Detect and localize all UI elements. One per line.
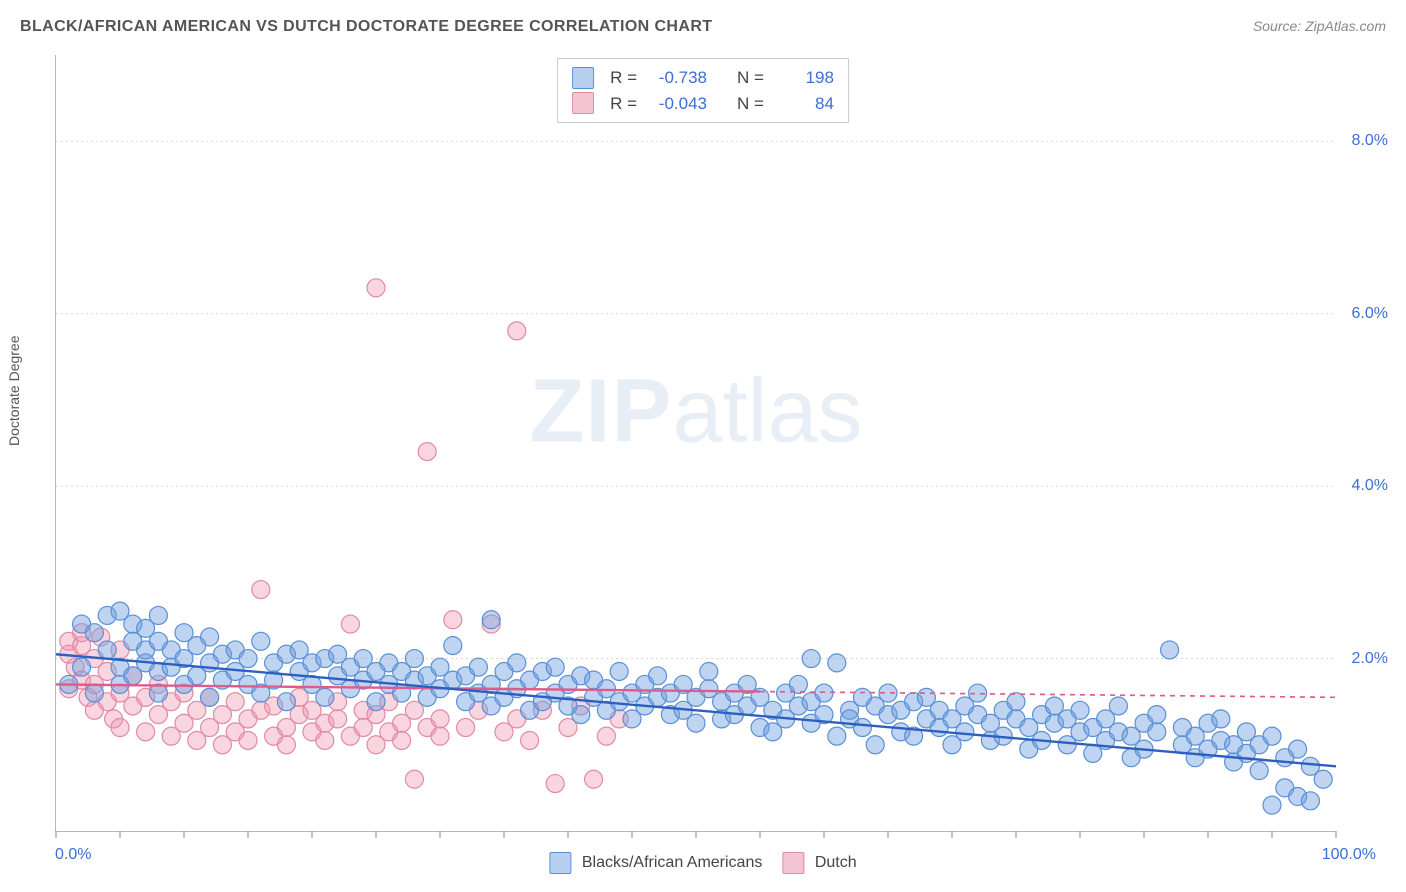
- r-label: R =: [610, 65, 637, 91]
- r-value-blue: -0.738: [647, 65, 707, 91]
- swatch-pink-icon: [782, 852, 804, 874]
- y-tick-label: 4.0%: [1352, 477, 1388, 495]
- source-label: Source: ZipAtlas.com: [1253, 18, 1386, 34]
- n-label: N =: [737, 65, 764, 91]
- stats-row-blue: R = -0.738 N = 198: [572, 65, 834, 91]
- legend-item-pink: Dutch: [782, 852, 856, 874]
- y-tick-label: 6.0%: [1352, 305, 1388, 323]
- x-legend: Blacks/African Americans Dutch: [549, 852, 856, 874]
- swatch-blue-icon: [549, 852, 571, 874]
- correlation-stats-box: R = -0.738 N = 198 R = -0.043 N = 84: [557, 58, 849, 123]
- x-axis-min-label: 0.0%: [55, 846, 91, 864]
- r-label: R =: [610, 91, 637, 117]
- plot-svg: [56, 55, 1336, 831]
- stats-row-pink: R = -0.043 N = 84: [572, 91, 834, 117]
- x-axis-max-label: 100.0%: [1322, 846, 1376, 864]
- n-label: N =: [737, 91, 764, 117]
- y-tick-label: 2.0%: [1352, 650, 1388, 668]
- swatch-pink-icon: [572, 92, 594, 114]
- n-value-blue: 198: [774, 65, 834, 91]
- n-value-pink: 84: [774, 91, 834, 117]
- swatch-blue-icon: [572, 67, 594, 89]
- legend-item-blue: Blacks/African Americans: [549, 852, 762, 874]
- y-axis-label: Doctorate Degree: [6, 335, 22, 446]
- scatter-plot: ZIPatlas: [55, 55, 1336, 832]
- r-value-pink: -0.043: [647, 91, 707, 117]
- chart-title: BLACK/AFRICAN AMERICAN VS DUTCH DOCTORAT…: [20, 18, 712, 36]
- y-tick-label: 8.0%: [1352, 132, 1388, 150]
